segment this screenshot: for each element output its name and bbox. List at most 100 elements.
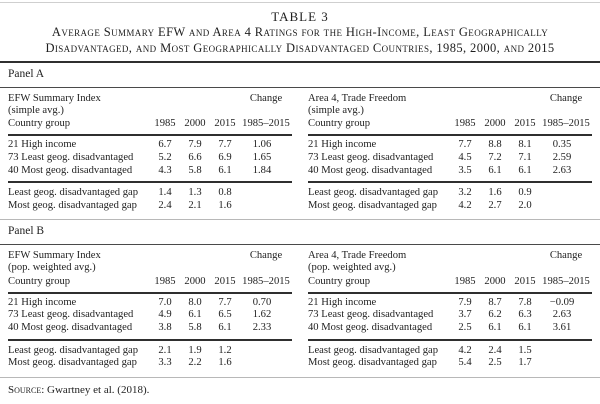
- value-cell: 6.1: [488, 164, 502, 176]
- value-cell: 4.2: [458, 344, 472, 356]
- change-range-header: 1985–2015: [542, 118, 590, 130]
- gap-row-label: Least geog. disadvantaged gap: [308, 187, 439, 199]
- panel-a-label: Panel A: [8, 68, 45, 80]
- value-cell: 3.2: [458, 187, 472, 199]
- value-cell: 2.0: [518, 199, 532, 211]
- panel-b-top-rule: [0, 244, 600, 246]
- value-cell: 5.4: [458, 357, 472, 369]
- value-cell: 7.2: [488, 152, 502, 163]
- table-header: EFW Summary Index Change (pop. weighted …: [8, 245, 292, 294]
- value-cell: 7.7: [458, 139, 472, 151]
- row-label: 40 Most geog. disadvantaged: [308, 164, 433, 176]
- gap-row-label: Most geog. disadvantaged gap: [8, 199, 137, 211]
- change-value-cell: 0.70: [252, 296, 272, 308]
- gap-row-label: Least geog. disadvantaged gap: [8, 187, 139, 199]
- value-cell: 1.2: [218, 344, 232, 356]
- change-header: Change: [249, 250, 283, 262]
- value-cell: 6.1: [488, 321, 502, 333]
- year-header: 2015: [214, 118, 236, 130]
- change-value-cell: [240, 187, 292, 200]
- value-cell: 2.7: [488, 199, 502, 211]
- table-gap-rows: Least geog. disadvantaged gap 2.1 1.9 1.…: [8, 341, 292, 377]
- table-subtitle: (pop. weighted avg.): [308, 262, 396, 274]
- source-text: Gwartney et al. (2018).: [47, 383, 150, 396]
- value-cell: 6.2: [488, 309, 502, 321]
- panel-b-area4-table: Area 4, Trade Freedom Change (pop. weigh…: [308, 245, 592, 376]
- panel-a-efw-table: EFW Summary Index Change (simple avg.) C…: [8, 88, 292, 219]
- table-title: Area 4, Trade Freedom: [308, 250, 407, 262]
- row-label: 73 Least geog. disadvantaged: [308, 309, 434, 321]
- value-cell: 2.2: [188, 357, 202, 369]
- gap-row-label: Most geog. disadvantaged gap: [8, 357, 137, 369]
- change-value-cell: [240, 200, 292, 213]
- value-cell: 1.3: [188, 187, 202, 199]
- value-cell: 6.5: [218, 309, 232, 321]
- value-cell: 3.7: [458, 309, 472, 321]
- table-caption-line-1: Average Summary EFW and Area 4 Ratings f…: [51, 25, 549, 39]
- change-value-cell: 2.63: [552, 164, 572, 176]
- value-cell: 4.2: [458, 199, 472, 211]
- value-cell: 7.9: [458, 296, 472, 308]
- panel-a-tables: EFW Summary Index Change (simple avg.) C…: [8, 88, 592, 219]
- value-cell: 2.1: [158, 344, 172, 356]
- change-value-cell: 3.61: [552, 321, 572, 333]
- value-cell: 1.6: [218, 199, 232, 211]
- row-label: 21 High income: [8, 139, 77, 151]
- row-label: 73 Least geog. disadvantaged: [8, 152, 134, 163]
- value-cell: 3.8: [158, 321, 172, 333]
- row-header: Country group: [308, 275, 371, 287]
- table-subtitle: (simple avg.): [8, 105, 64, 116]
- year-header: 1985: [454, 275, 476, 287]
- panel-b-tables: EFW Summary Index Change (pop. weighted …: [8, 245, 592, 376]
- value-cell: 6.6: [188, 152, 202, 163]
- row-header: Country group: [8, 118, 71, 130]
- value-cell: 0.8: [218, 187, 232, 199]
- value-cell: 4.9: [158, 309, 172, 321]
- year-header: 1985: [154, 275, 176, 287]
- change-range-header: 1985–2015: [542, 275, 590, 287]
- value-cell: 5.8: [188, 164, 202, 176]
- value-cell: 1.7: [518, 357, 532, 369]
- value-cell: 5.8: [188, 321, 202, 333]
- year-header: 2015: [514, 275, 536, 287]
- row-label: 40 Most geog. disadvantaged: [308, 321, 433, 333]
- top-hairline-rule: [0, 2, 600, 3]
- table-header: Area 4, Trade Freedom Change (simple avg…: [308, 88, 592, 137]
- table-data-rows: 21 High income 6.7 7.9 7.7 1.06 73 Least…: [8, 136, 292, 184]
- row-header: Country group: [8, 275, 71, 287]
- table-subtitle: (pop. weighted avg.): [8, 262, 96, 274]
- value-cell: 6.7: [158, 139, 172, 151]
- value-cell: 6.1: [518, 321, 532, 333]
- value-cell: 4.5: [458, 152, 472, 163]
- change-value-cell: 2.33: [252, 321, 272, 333]
- table-title-block: TABLE 3 Average Summary EFW and Area 4 R…: [8, 8, 592, 56]
- table-gap-rows: Least geog. disadvantaged gap 4.2 2.4 1.…: [308, 341, 592, 377]
- table-caption-line-2: Disadvantaged, and Most Geographically D…: [45, 40, 555, 55]
- gap-row-label: Least geog. disadvantaged gap: [8, 344, 139, 356]
- year-header: 2000: [184, 118, 206, 130]
- value-cell: 7.8: [518, 296, 532, 308]
- year-header: 1985: [454, 118, 476, 130]
- value-cell: 8.1: [518, 139, 532, 151]
- value-cell: 2.4: [488, 344, 502, 356]
- change-value-cell: −0.09: [549, 296, 575, 308]
- value-cell: 7.1: [518, 152, 532, 163]
- value-cell: 5.2: [158, 152, 172, 163]
- value-cell: 2.5: [458, 321, 472, 333]
- row-label: 40 Most geog. disadvantaged: [8, 164, 133, 176]
- table-header: Area 4, Trade Freedom Change (pop. weigh…: [308, 245, 592, 294]
- value-cell: 3.3: [158, 357, 172, 369]
- value-cell: 3.5: [458, 164, 472, 176]
- value-cell: 6.1: [518, 164, 532, 176]
- value-cell: 6.3: [518, 309, 532, 321]
- value-cell: 8.8: [488, 139, 502, 151]
- change-value-cell: 2.59: [552, 152, 572, 163]
- table-data-rows: 21 High income 7.9 8.7 7.8 −0.09 73 Leas…: [308, 294, 592, 341]
- year-header: 2000: [184, 275, 206, 287]
- gap-row-label: Most geog. disadvantaged gap: [308, 199, 437, 211]
- value-cell: 1.5: [518, 344, 532, 356]
- table-header: EFW Summary Index Change (simple avg.) C…: [8, 88, 292, 137]
- year-header: 2000: [484, 275, 506, 287]
- row-header: Country group: [308, 118, 371, 130]
